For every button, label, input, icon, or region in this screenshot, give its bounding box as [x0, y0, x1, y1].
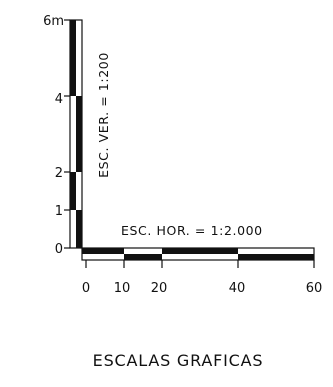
horizontal-tick-label-60: 60: [306, 281, 323, 296]
horizontal-scale-bar: [81, 247, 315, 268]
figure-title: ESCALAS GRAFICAS: [93, 351, 264, 370]
vertical-tick-label-1: 1: [55, 204, 63, 219]
vertical-bar-blocks: [70, 20, 82, 248]
horizontal-tick-label-40: 40: [229, 281, 246, 296]
horizontal-tick-label-10: 10: [114, 281, 131, 296]
vertical-tick-label-2: 2: [55, 166, 63, 181]
horizontal-bar-block-2: [162, 248, 238, 254]
vertical-scale-caption: ESC. VER. = 1:200: [96, 52, 111, 178]
vertical-tick-label-4: 4: [55, 92, 63, 107]
vertical-bar-block-2: [76, 96, 82, 172]
vertical-tick-label-6m: 6m: [43, 14, 64, 29]
horizontal-scale-ticks: [85, 260, 315, 268]
horizontal-bar-blocks: [82, 248, 314, 260]
vertical-bar-block-0: [76, 210, 82, 248]
vertical-scale-bar: [64, 19, 83, 249]
vertical-bar-block-3: [70, 20, 76, 96]
horizontal-bar-block-3: [238, 254, 314, 260]
horizontal-bar-block-0: [82, 248, 124, 254]
horizontal-tick-label-0: 0: [82, 281, 90, 296]
horizontal-tick-label-20: 20: [151, 281, 168, 296]
horizontal-scale-caption: ESC. HOR. = 1:2.000: [121, 223, 263, 238]
horizontal-bar-block-1: [124, 254, 162, 260]
vertical-tick-label-0: 0: [55, 242, 63, 257]
vertical-scale-ticks: [64, 19, 70, 249]
vertical-bar-block-1: [70, 172, 76, 210]
